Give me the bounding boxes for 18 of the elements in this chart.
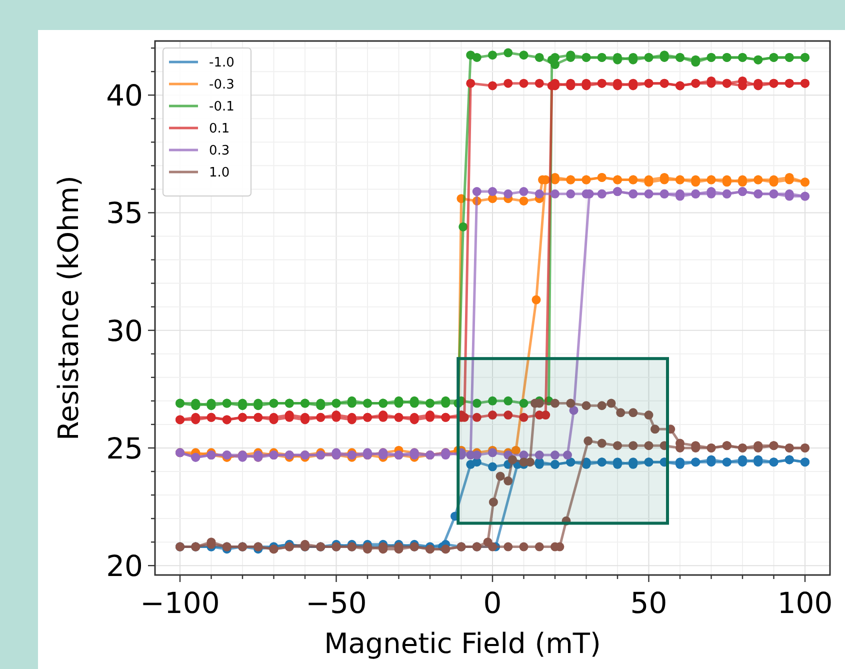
x-tick-label: 100 — [777, 586, 833, 620]
legend-label: -0.3 — [209, 78, 234, 93]
y-tick-label: 30 — [106, 314, 143, 348]
legend-label: 0.3 — [209, 144, 230, 159]
legend-label: -0.1 — [209, 100, 234, 115]
y-axis-title: Resistance (kOhm) — [52, 176, 85, 440]
y-tick-label: 20 — [106, 549, 143, 584]
x-tick-label: 0 — [483, 586, 502, 620]
y-tick-label: 35 — [106, 196, 143, 230]
legend-label: -1.0 — [209, 56, 234, 71]
legend-label: 1.0 — [209, 166, 230, 181]
y-tick-label: 40 — [106, 78, 143, 113]
x-axis-title: Magnetic Field (mT) — [324, 627, 601, 660]
x-tick-label: 50 — [630, 586, 668, 620]
legend-label: 0.1 — [209, 122, 230, 137]
x-tick-label: −100 — [140, 586, 220, 620]
y-tick-label: 25 — [106, 431, 143, 466]
x-tick-label: −50 — [306, 586, 367, 620]
